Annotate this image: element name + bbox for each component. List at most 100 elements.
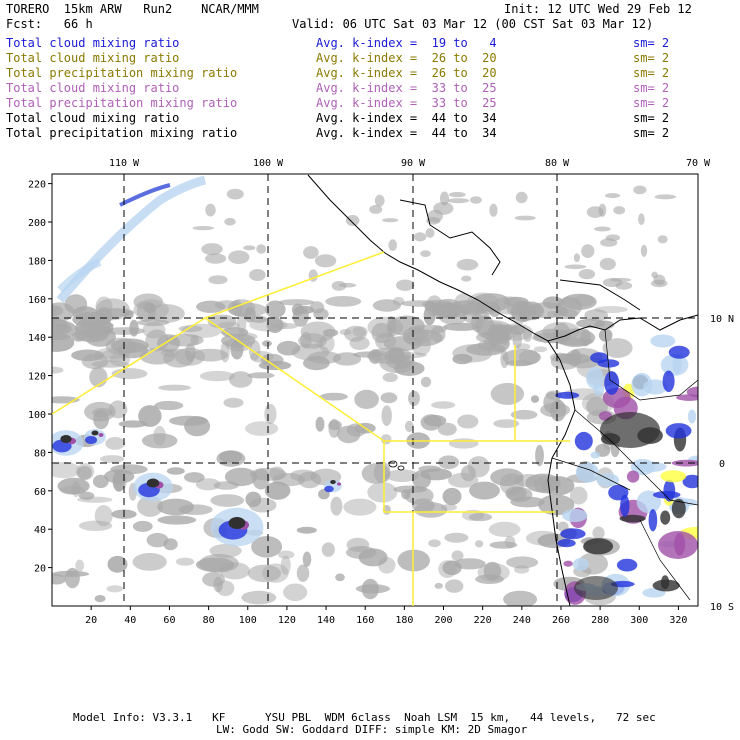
cloud-blob <box>71 480 81 498</box>
cloud-blob <box>210 494 245 507</box>
convection-blob <box>687 409 697 424</box>
legend-kindex: Avg. k-index = 19 to 4 <box>316 36 497 50</box>
convection-blob <box>560 528 586 540</box>
galapagos-island <box>388 460 398 468</box>
convection-blob <box>668 345 690 359</box>
convection-core <box>600 412 660 448</box>
cloud-blob <box>205 253 227 264</box>
cloud-blob <box>461 275 472 282</box>
cloud-blob <box>581 244 595 258</box>
cloud-blob <box>469 196 482 204</box>
legend-field: Total cloud mixing ratio <box>6 36 180 50</box>
cloud-blob <box>428 539 441 548</box>
cloud-blob <box>169 415 208 426</box>
cloud-blob <box>352 326 368 337</box>
y-tick-label: 220 <box>28 180 46 191</box>
cloud-blob <box>75 328 109 343</box>
cloud-blob <box>420 376 432 388</box>
cloud-streak <box>57 258 102 293</box>
convection-blob <box>648 509 658 532</box>
cloud-blob <box>592 526 605 540</box>
convection-blob <box>631 372 653 397</box>
convection-blob <box>616 558 638 572</box>
cloud-blob <box>52 574 66 585</box>
cloud-blob <box>300 321 336 343</box>
cloud-blob <box>506 487 533 503</box>
cloud-blob <box>586 397 608 417</box>
cloud-blob <box>192 226 215 231</box>
footer-model-info: Model Info: V3.3.1 KF YSU PBL WDM 6class… <box>73 711 656 724</box>
cloud-blob <box>503 590 538 606</box>
cloud-blob <box>427 209 443 223</box>
cloud-blob <box>145 329 169 352</box>
legend-sm: sm= 2 <box>633 111 670 125</box>
cloud-blob <box>523 330 532 342</box>
cloud-blob <box>493 419 520 428</box>
x-tick-label: 280 <box>591 615 609 626</box>
header-fcst: Fcst: 66 h <box>6 17 93 31</box>
lon-label: 110 W <box>109 158 140 169</box>
convection-blob <box>652 491 681 499</box>
cloud-blob <box>525 530 560 546</box>
cloud-blob <box>105 327 145 335</box>
y-tick-label: 120 <box>28 372 46 383</box>
cloud-blob <box>154 400 184 411</box>
convection-blob <box>671 459 698 467</box>
cloud-blob <box>157 498 195 516</box>
convection-blob <box>590 451 600 459</box>
cloud-blob <box>52 366 64 374</box>
cloud-blob <box>94 505 113 527</box>
cloud-blob <box>229 371 253 388</box>
y-tick-label: 140 <box>28 333 46 344</box>
x-tick-label: 160 <box>356 615 374 626</box>
cloud-blob <box>651 271 658 279</box>
cloud-blob <box>349 336 370 351</box>
legend-field: Total cloud mixing ratio <box>6 81 180 95</box>
x-tick-label: 80 <box>203 615 215 626</box>
cloud-blob <box>553 308 578 320</box>
cloud-blob <box>605 193 621 199</box>
lon-label: 70 W <box>686 158 711 169</box>
cloud-blob <box>657 235 668 244</box>
cloud-blob <box>448 438 479 449</box>
cloud-blob <box>367 482 398 503</box>
cloud-blob <box>579 328 591 347</box>
cloud-blob <box>443 322 480 331</box>
cloud-blob <box>447 472 479 488</box>
convection-blob <box>574 431 593 451</box>
storm-cell <box>228 517 246 529</box>
cloud-blob <box>382 218 399 223</box>
cloud-blob <box>184 472 205 483</box>
cloud-blob <box>483 561 502 581</box>
x-tick-label: 60 <box>163 615 175 626</box>
legend-sm: sm= 2 <box>633 51 670 65</box>
x-tick-label: 320 <box>669 615 687 626</box>
cloud-blob <box>205 203 216 217</box>
x-tick-label: 140 <box>317 615 335 626</box>
cloud-blob <box>488 521 521 538</box>
cloud-blob <box>243 245 256 251</box>
cloud-blob <box>220 341 230 363</box>
cloud-blob <box>108 400 128 419</box>
cloud-blob <box>335 573 345 582</box>
cloud-blob <box>538 494 575 516</box>
cloud-blob <box>372 299 401 312</box>
cloud-blob <box>382 372 398 383</box>
cloud-blob <box>321 542 335 557</box>
convection-blob <box>650 334 676 348</box>
cloud-blob <box>112 470 126 492</box>
cloud-blob <box>78 520 113 531</box>
cloud-blob <box>57 477 90 495</box>
convection-blob <box>660 575 670 590</box>
cloud-blob <box>223 397 244 408</box>
cloud-blob <box>59 485 86 495</box>
cloud-blob <box>449 300 486 314</box>
cloud-blob <box>557 521 569 532</box>
cloud-blob <box>540 402 571 418</box>
legend-kindex: Avg. k-index = 44 to 34 <box>316 111 497 125</box>
storm-cell <box>91 430 99 436</box>
cloud-blob <box>411 498 435 513</box>
legend-kindex: Avg. k-index = 26 to 20 <box>316 66 497 80</box>
cloud-streak <box>119 183 171 207</box>
cloud-blob <box>569 486 588 505</box>
